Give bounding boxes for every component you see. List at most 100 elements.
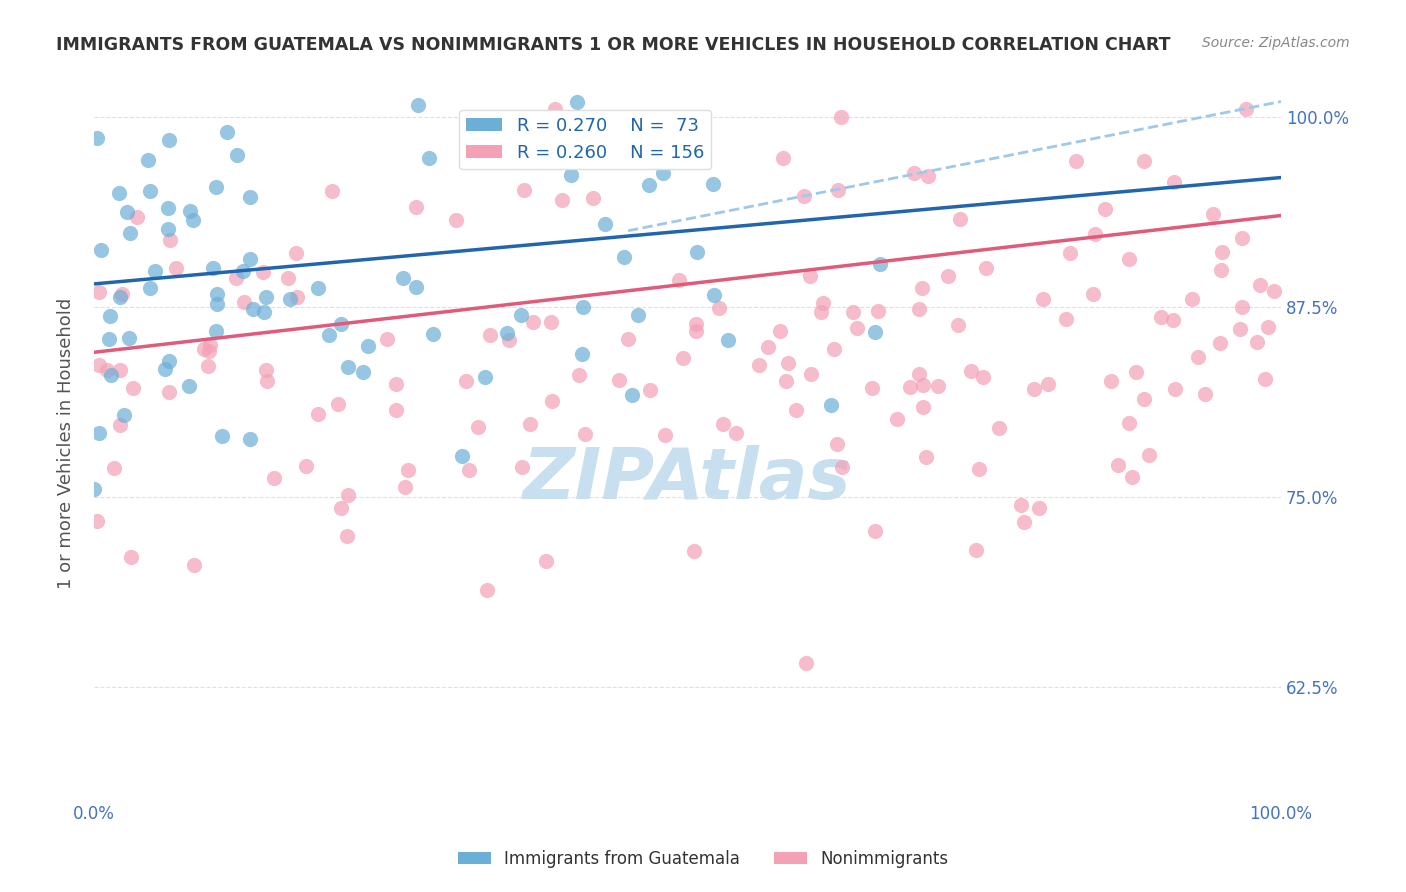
Point: [911, 400, 934, 414]
Point: [1083, 286, 1105, 301]
Point: [125, 210, 148, 224]
Point: [703, 288, 725, 302]
Point: [1209, 262, 1232, 277]
Point: [87, 425, 110, 440]
Point: [842, 305, 865, 319]
Point: [1107, 458, 1129, 472]
Point: [233, 295, 256, 310]
Point: [375, 332, 398, 346]
Point: [1118, 252, 1140, 266]
Point: [1187, 350, 1209, 364]
Point: [1194, 387, 1216, 401]
Point: [685, 325, 707, 339]
Point: [541, 394, 564, 409]
Point: [256, 374, 278, 388]
Point: [183, 558, 205, 572]
Point: [652, 166, 675, 180]
Point: [769, 324, 792, 338]
Point: [321, 185, 343, 199]
Point: [254, 290, 277, 304]
Point: [479, 328, 502, 343]
Point: [863, 325, 886, 339]
Point: [457, 463, 479, 477]
Point: [1209, 336, 1232, 351]
Point: [1133, 154, 1156, 169]
Point: [225, 271, 247, 285]
Point: [98, 332, 121, 346]
Point: [138, 184, 160, 198]
Point: [177, 379, 200, 393]
Point: [823, 342, 845, 356]
Point: [183, 212, 205, 227]
Point: [510, 460, 533, 475]
Point: [193, 342, 215, 356]
Point: [778, 356, 800, 370]
Point: [571, 347, 593, 361]
Point: [1181, 293, 1204, 307]
Point: [307, 408, 329, 422]
Point: [1257, 319, 1279, 334]
Point: [86, 514, 108, 528]
Point: [1010, 498, 1032, 512]
Point: [83, 483, 105, 497]
Point: [108, 186, 131, 201]
Point: [886, 412, 908, 426]
Point: [396, 463, 419, 477]
Point: [1253, 372, 1275, 386]
Point: [915, 450, 938, 464]
Point: [1163, 175, 1185, 189]
Point: [1125, 365, 1147, 379]
Point: [263, 470, 285, 484]
Point: [108, 362, 131, 376]
Point: [672, 351, 695, 365]
Point: [157, 353, 180, 368]
Point: [284, 246, 307, 260]
Point: [1056, 311, 1078, 326]
Point: [385, 403, 408, 417]
Point: [1028, 501, 1050, 516]
Point: [908, 367, 931, 381]
Point: [820, 398, 842, 412]
Point: [225, 148, 247, 162]
Point: [337, 360, 360, 375]
Point: [157, 201, 180, 215]
Point: [139, 281, 162, 295]
Point: [638, 384, 661, 398]
Point: [811, 296, 834, 310]
Point: [613, 250, 636, 264]
Point: [946, 318, 969, 332]
Point: [337, 488, 360, 502]
Point: [122, 381, 145, 395]
Point: [911, 281, 934, 295]
Point: [860, 382, 883, 396]
Point: [1263, 284, 1285, 298]
Point: [118, 331, 141, 345]
Point: [568, 368, 591, 382]
Text: ZIPAtlas: ZIPAtlas: [523, 445, 852, 514]
Point: [1202, 206, 1225, 220]
Point: [86, 130, 108, 145]
Point: [198, 344, 221, 359]
Point: [1022, 382, 1045, 396]
Point: [232, 264, 254, 278]
Point: [1118, 416, 1140, 430]
Point: [825, 437, 848, 451]
Point: [1161, 312, 1184, 326]
Point: [620, 388, 643, 402]
Point: [593, 217, 616, 231]
Point: [456, 375, 478, 389]
Point: [87, 358, 110, 372]
Point: [668, 272, 690, 286]
Point: [239, 252, 262, 267]
Point: [565, 95, 588, 109]
Point: [197, 359, 219, 374]
Point: [522, 315, 544, 329]
Point: [869, 257, 891, 271]
Point: [1012, 515, 1035, 529]
Point: [111, 287, 134, 301]
Point: [1059, 246, 1081, 260]
Point: [287, 290, 309, 304]
Point: [110, 418, 132, 433]
Point: [153, 362, 176, 376]
Point: [179, 203, 201, 218]
